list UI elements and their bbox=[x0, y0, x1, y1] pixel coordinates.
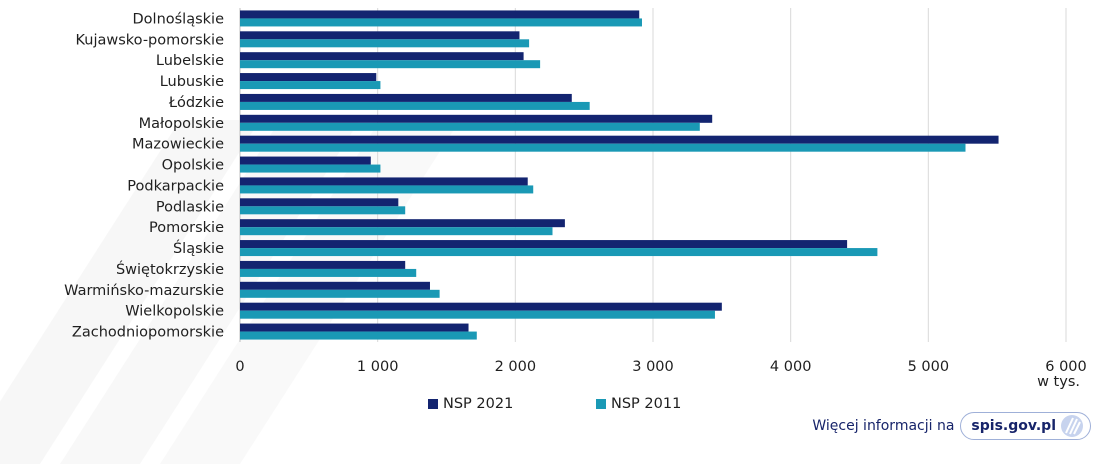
x-tick-label: 2 000 bbox=[495, 359, 537, 375]
bar-nsp-2011 bbox=[240, 60, 541, 69]
legend-label-nsp-2011: NSP 2011 bbox=[611, 396, 682, 412]
spis-link-label: spis.gov.pl bbox=[971, 418, 1056, 434]
category-label: Świętokrzyskie bbox=[116, 260, 224, 278]
legend-swatch-nsp-2011 bbox=[596, 399, 606, 409]
category-label: Lubuskie bbox=[160, 74, 224, 90]
category-label: Dolnośląskie bbox=[133, 11, 225, 27]
spis-logo-icon bbox=[1061, 415, 1083, 437]
legend: NSP 2021 NSP 2011 bbox=[0, 396, 1097, 420]
category-label: Lubelskie bbox=[156, 53, 224, 69]
category-label: Warmińsko-mazurskie bbox=[64, 283, 224, 299]
x-tick-label: 3 000 bbox=[632, 359, 674, 375]
bar-nsp-2021 bbox=[240, 198, 399, 207]
category-label: Łódzkie bbox=[168, 95, 224, 111]
bar-nsp-2011 bbox=[240, 143, 966, 152]
bar-nsp-2021 bbox=[240, 31, 520, 40]
bar-nsp-2011 bbox=[240, 248, 878, 257]
bar-nsp-2011 bbox=[240, 39, 530, 48]
category-label: Pomorskie bbox=[149, 220, 224, 236]
bar-nsp-2021 bbox=[240, 302, 722, 311]
bar-nsp-2021 bbox=[240, 240, 848, 249]
bar-nsp-2011 bbox=[240, 331, 477, 340]
bar-nsp-2011 bbox=[240, 268, 417, 277]
x-tick-label: 4 000 bbox=[770, 359, 812, 375]
bar-nsp-2011 bbox=[240, 289, 440, 298]
bar-nsp-2011 bbox=[240, 164, 381, 173]
bars bbox=[240, 10, 999, 340]
category-label: Opolskie bbox=[162, 158, 224, 174]
category-label: Śląskie bbox=[173, 239, 224, 257]
bar-nsp-2021 bbox=[240, 93, 572, 102]
bar-nsp-2021 bbox=[240, 114, 713, 123]
category-label: Wielkopolskie bbox=[125, 304, 224, 320]
x-axis-tick-labels: 0 1 000 2 000 3 000 4 000 5 000 6 000 bbox=[235, 359, 1086, 375]
footer: Więcej informacji na spis.gov.pl bbox=[812, 412, 1091, 440]
category-label: Podlaskie bbox=[156, 199, 224, 215]
bar-nsp-2011 bbox=[240, 206, 406, 215]
bar-nsp-2021 bbox=[240, 219, 565, 228]
category-labels: Dolnośląskie Kujawsko-pomorskie Lubelskie L… bbox=[64, 11, 224, 340]
legend-item-nsp-2021: NSP 2021 bbox=[428, 396, 513, 412]
bar-nsp-2011 bbox=[240, 310, 715, 319]
category-label: Kujawsko-pomorskie bbox=[76, 32, 225, 48]
x-tick-label: 0 bbox=[235, 359, 244, 375]
bar-nsp-2021 bbox=[240, 156, 371, 165]
legend-item-nsp-2011: NSP 2011 bbox=[596, 396, 681, 412]
bar-nsp-2011 bbox=[240, 122, 700, 131]
bar-nsp-2011 bbox=[240, 101, 590, 110]
footer-text: Więcej informacji na bbox=[812, 418, 955, 434]
x-tick-label: 5 000 bbox=[908, 359, 950, 375]
bar-nsp-2021 bbox=[240, 260, 406, 269]
bar-nsp-2011 bbox=[240, 81, 381, 90]
bar-nsp-2021 bbox=[240, 135, 999, 144]
legend-label-nsp-2021: NSP 2021 bbox=[443, 396, 514, 412]
legend-swatch-nsp-2021 bbox=[428, 399, 438, 409]
bar-nsp-2021 bbox=[240, 177, 528, 186]
bar-nsp-2011 bbox=[240, 185, 534, 194]
bar-nsp-2021 bbox=[240, 52, 524, 61]
x-tick-label: 6 000 bbox=[1045, 359, 1087, 375]
x-tick-label: 1 000 bbox=[357, 359, 399, 375]
category-label: Małopolskie bbox=[139, 116, 224, 132]
bar-nsp-2011 bbox=[240, 18, 642, 27]
bar-nsp-2021 bbox=[240, 281, 430, 290]
bar-nsp-2021 bbox=[240, 10, 640, 19]
bar-nsp-2011 bbox=[240, 227, 553, 236]
bar-nsp-2021 bbox=[240, 73, 377, 82]
spis-link[interactable]: spis.gov.pl bbox=[960, 412, 1091, 440]
category-label: Podkarpackie bbox=[127, 178, 224, 194]
category-label: Zachodniopomorskie bbox=[72, 325, 224, 341]
x-axis-unit-label: w tys. bbox=[1037, 374, 1080, 390]
bar-nsp-2021 bbox=[240, 323, 469, 332]
category-label: Mazowieckie bbox=[132, 137, 224, 153]
